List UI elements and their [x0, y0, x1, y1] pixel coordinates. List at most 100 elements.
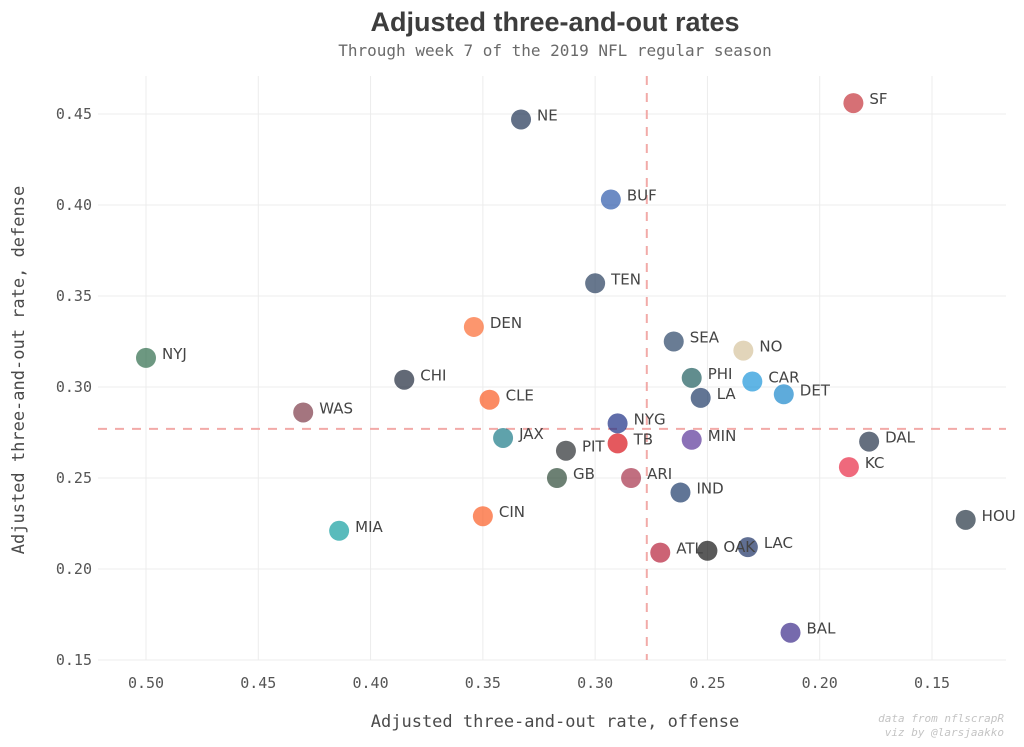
team-marker [681, 367, 702, 388]
team-marker [493, 427, 514, 448]
team-label: CAR [768, 369, 799, 387]
team-label: OAK [723, 538, 756, 556]
y-axis-label: Adjusted three-and-out rate, defense [9, 186, 29, 554]
team-point-pit: PIT [555, 438, 605, 461]
team-marker [859, 431, 880, 452]
team-marker [742, 371, 763, 392]
team-point-gb: GB [546, 465, 595, 488]
x-tick-label: 0.25 [689, 674, 725, 692]
chart-subtitle: Through week 7 of the 2019 NFL regular s… [338, 41, 771, 60]
x-tick-label: 0.45 [240, 674, 276, 692]
team-label: ATL [676, 540, 703, 558]
team-marker [607, 433, 628, 454]
x-axis-label: Adjusted three-and-out rate, offense [371, 712, 739, 732]
x-axis-ticks: 0.50 0.45 0.40 0.35 0.30 0.25 0.20 0.15 [128, 674, 950, 692]
team-marker [329, 520, 350, 541]
team-marker [607, 413, 628, 434]
team-point-atl: ATL [650, 540, 704, 563]
team-label: KC [865, 454, 885, 472]
team-label: ARI [647, 465, 672, 483]
team-label: TEN [610, 270, 641, 288]
team-point-no: NO [733, 338, 782, 361]
team-label: NE [537, 106, 558, 124]
team-label: MIN [708, 427, 737, 445]
y-axis-ticks: 0.15 0.20 0.25 0.30 0.35 0.40 0.45 [56, 105, 92, 669]
y-tick-label: 0.25 [56, 469, 92, 487]
team-point-ne: NE [511, 106, 558, 130]
team-label: NYJ [162, 345, 187, 363]
team-label: JAX [518, 425, 544, 443]
gridlines [98, 76, 1006, 661]
team-marker [737, 537, 758, 558]
team-point-dal: DAL [859, 429, 916, 452]
team-marker [600, 189, 621, 210]
y-tick-label: 0.15 [56, 651, 92, 669]
team-label: PHI [708, 365, 733, 383]
team-label: HOU [982, 507, 1016, 525]
team-point-jax: JAX [493, 425, 544, 448]
credit-author: viz by @larsjaakko [885, 726, 1004, 739]
team-label: DET [800, 381, 831, 399]
average-lines [98, 76, 1006, 660]
team-marker [394, 369, 415, 390]
team-marker [681, 429, 702, 450]
team-marker [670, 482, 691, 503]
team-marker [838, 457, 859, 478]
team-label: SF [869, 90, 887, 108]
credit-data-source: data from nflscrapR [878, 712, 1004, 725]
team-marker [479, 389, 500, 410]
team-point-cin: CIN [472, 503, 525, 527]
team-label: WAS [319, 399, 353, 417]
team-marker [780, 622, 801, 643]
team-label: CIN [499, 503, 525, 521]
team-point-lac: LAC [737, 534, 793, 558]
team-point-ari: ARI [621, 465, 672, 488]
team-label: LAC [764, 534, 793, 552]
team-marker [621, 468, 642, 488]
team-label: BAL [807, 620, 837, 638]
team-marker [733, 340, 754, 361]
team-marker [472, 506, 493, 527]
team-label: SEA [690, 329, 720, 347]
team-marker [663, 331, 684, 352]
team-point-cle: CLE [479, 387, 534, 410]
team-label: TB [633, 430, 653, 448]
x-tick-label: 0.30 [577, 674, 613, 692]
team-point-chi: CHI [394, 367, 446, 390]
team-marker [511, 109, 532, 130]
team-point-ten: TEN [585, 270, 641, 294]
team-label: LA [717, 385, 737, 403]
team-marker [293, 402, 314, 423]
x-tick-label: 0.35 [465, 674, 501, 692]
y-tick-label: 0.35 [56, 287, 92, 305]
team-point-ind: IND [670, 480, 724, 503]
team-label: IND [696, 480, 723, 498]
team-marker [955, 509, 976, 530]
team-point-phi: PHI [681, 365, 733, 388]
team-marker [690, 387, 711, 408]
y-tick-label: 0.45 [56, 105, 92, 123]
team-point-la: LA [690, 385, 737, 408]
y-tick-label: 0.20 [56, 560, 92, 578]
team-point-nyg: NYG [607, 410, 666, 434]
x-tick-label: 0.50 [128, 674, 164, 692]
team-label: NYG [634, 410, 666, 428]
team-marker [136, 347, 156, 368]
team-point-buf: BUF [600, 187, 657, 210]
team-label: BUF [627, 187, 657, 205]
team-point-oak: OAK [697, 538, 756, 561]
team-marker [555, 440, 576, 461]
x-tick-label: 0.40 [353, 674, 389, 692]
team-point-kc: KC [838, 454, 885, 478]
team-label: CHI [420, 367, 446, 385]
team-marker [463, 316, 484, 337]
x-tick-label: 0.15 [914, 674, 950, 692]
team-point-mia: MIA [329, 518, 383, 541]
team-label: NO [759, 338, 782, 356]
team-marker [585, 273, 606, 294]
x-tick-label: 0.20 [802, 674, 838, 692]
team-label: PIT [582, 438, 605, 456]
team-label: GB [573, 465, 595, 483]
team-label: CLE [506, 387, 534, 405]
y-tick-label: 0.30 [56, 378, 92, 396]
